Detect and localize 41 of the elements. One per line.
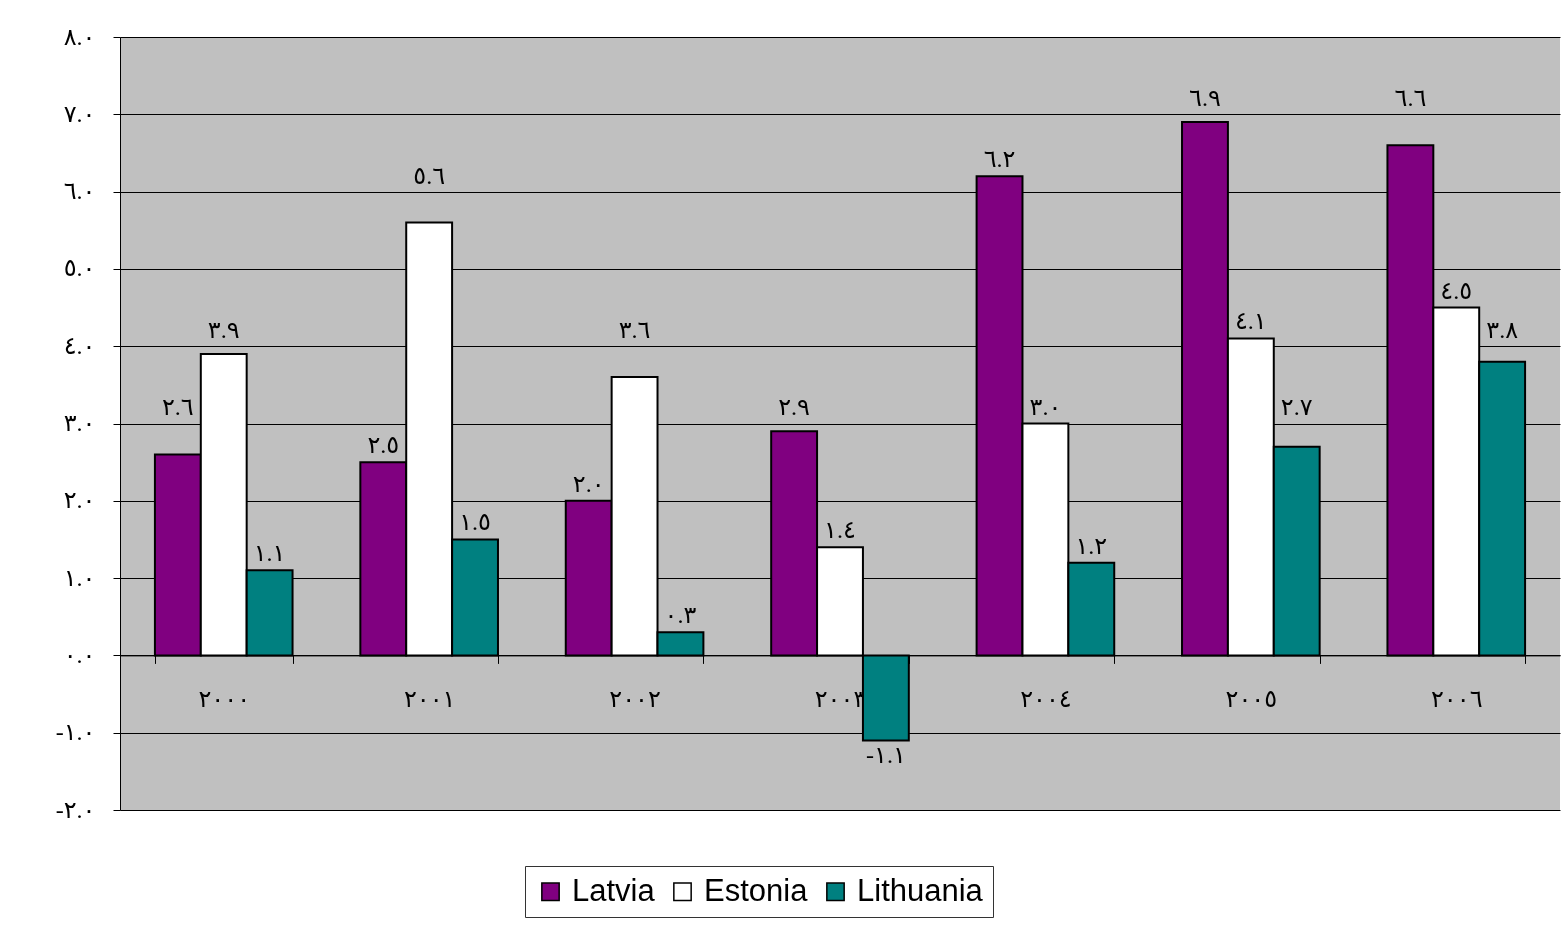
y-tick-label: ٨.٠ (63, 23, 96, 50)
data-label: ٢.٦ (161, 394, 194, 421)
x-tick-label: ٢٠٠٢ (609, 685, 661, 712)
data-label: ٢.٧ (1280, 393, 1313, 420)
data-label: ٣.٠ (1029, 393, 1062, 420)
data-label: ٦.٢ (983, 146, 1016, 173)
data-label: ٦.٦ (1394, 85, 1427, 112)
data-label: ٤.١ (1234, 308, 1267, 335)
data-label: ٢.٥ (367, 432, 400, 459)
x-tick-label: ٢٠٠١ (403, 685, 456, 712)
data-label: ٢.٠ (572, 470, 605, 497)
legend-label: Lithuania (857, 872, 984, 908)
legend-label: Estonia (704, 872, 809, 908)
data-label: ٣.٦ (618, 317, 651, 344)
legend-label: Latvia (572, 872, 656, 908)
data-label: ٠.٣ (664, 602, 697, 629)
y-tick-label: ٧.٠ (63, 100, 96, 127)
y-tick-label: ٣.٠ (63, 410, 96, 436)
y-tick-label: -٢.٠ (55, 796, 96, 823)
y-tick-label: ٤.٠ (63, 332, 96, 359)
data-label: ٥.٦ (413, 162, 446, 189)
data-label: ١.٤ (824, 517, 856, 544)
data-label: ٦.٩ (1189, 85, 1221, 112)
x-tick-label: ٢٠٠٦ (1430, 685, 1483, 712)
data-label: -١.١ (865, 742, 906, 769)
y-tick-label: ٥.٠ (63, 255, 96, 282)
data-label: ٢.٩ (778, 394, 811, 421)
data-label: ١.١ (253, 540, 286, 567)
data-label: ١.٢ (1075, 532, 1108, 559)
y-tick-label: ٢.٠ (63, 487, 96, 514)
x-tick-label: ٢٠٠٥ (1225, 685, 1278, 712)
y-tick-label: ١.٠ (63, 564, 96, 591)
y-tick-label: ٠.٠ (63, 641, 96, 668)
x-tick-label: ٢٠٠٠ (198, 685, 251, 712)
data-label: ١.٥ (459, 509, 491, 536)
y-tick-label: ٦.٠ (63, 178, 96, 205)
data-label: ٣.٨ (1486, 316, 1519, 343)
data-label: ٣.٩ (207, 316, 240, 343)
y-tick-label: -١.٠ (55, 719, 96, 746)
data-label: ٤.٥ (1440, 277, 1473, 304)
x-tick-label: ٢٠٠٤ (1020, 685, 1072, 712)
